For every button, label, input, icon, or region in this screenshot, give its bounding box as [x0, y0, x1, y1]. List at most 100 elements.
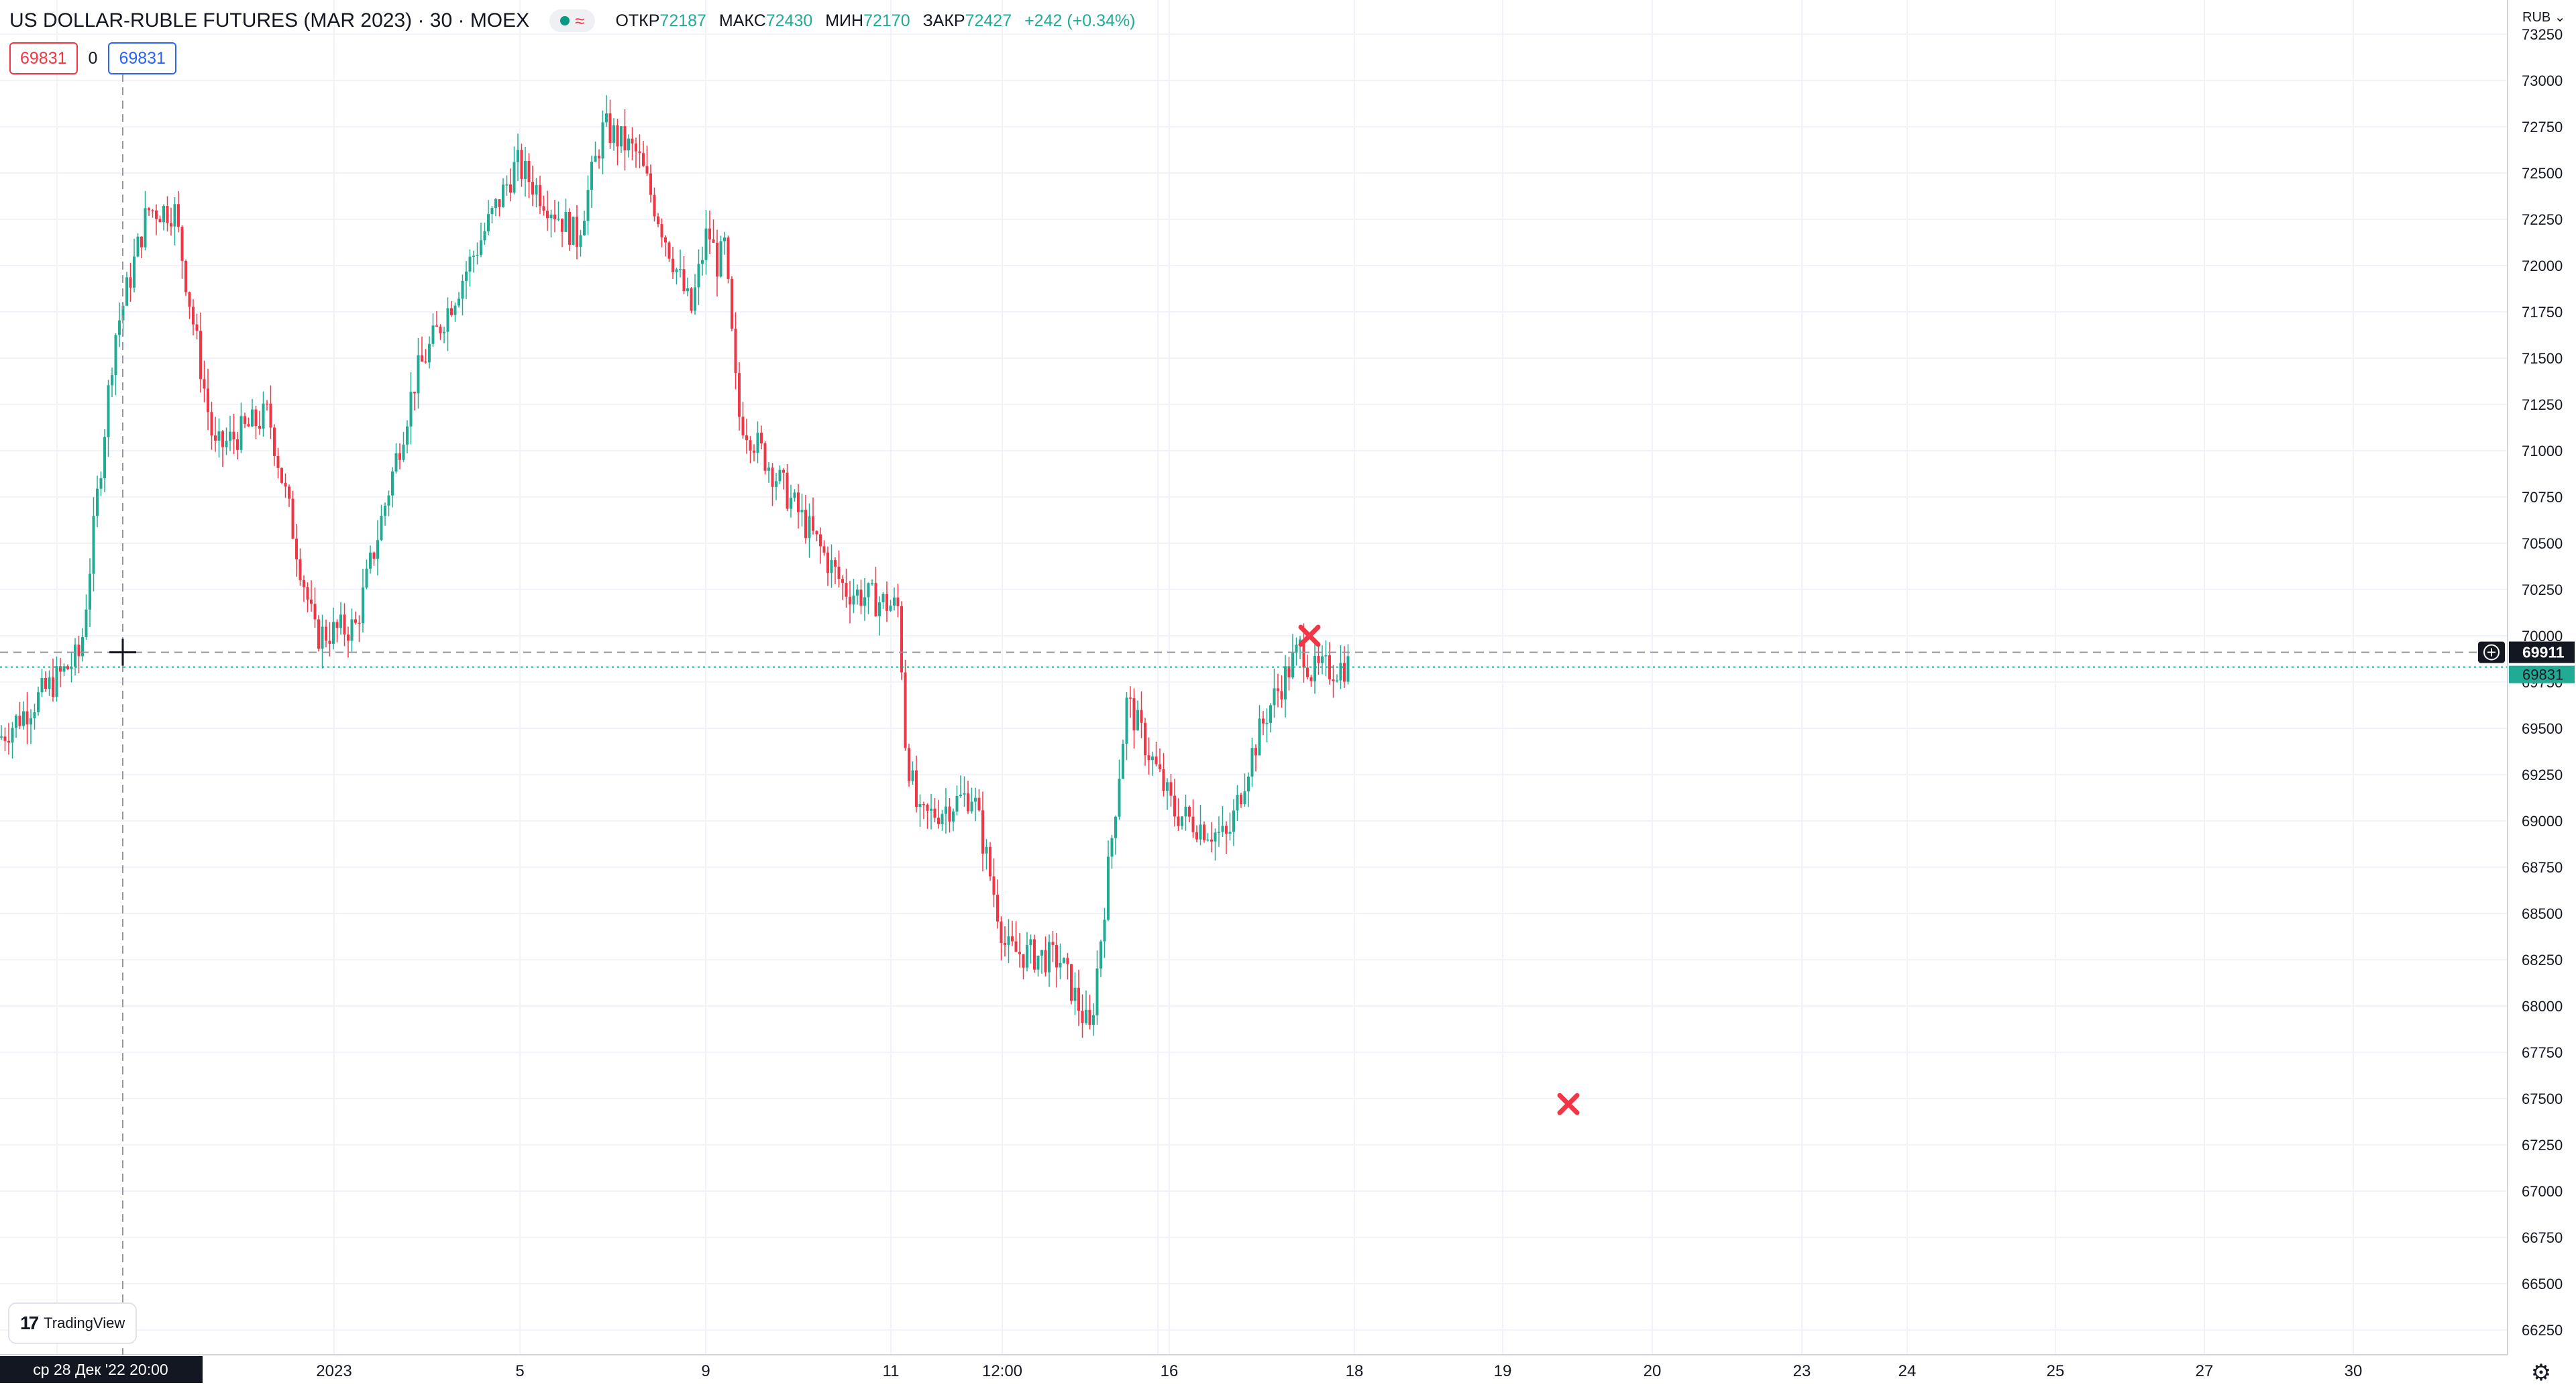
- low-label: МИН: [825, 11, 864, 30]
- candle-body: [384, 505, 386, 516]
- candle-body: [369, 552, 372, 569]
- candle-body: [996, 895, 999, 922]
- candle-body: [1317, 656, 1320, 663]
- candle-body: [1063, 958, 1065, 963]
- candle-body: [354, 619, 357, 623]
- candle-body: [118, 320, 121, 335]
- candle-body: [247, 424, 250, 427]
- sell-button[interactable]: 69831: [9, 42, 78, 74]
- candle-body: [59, 666, 62, 672]
- candle-body: [40, 677, 44, 693]
- candle-body: [1055, 944, 1058, 968]
- candle-body: [782, 469, 785, 473]
- candle-body: [546, 211, 549, 219]
- candle-body: [55, 666, 58, 697]
- candle-body: [1014, 941, 1018, 952]
- candle-body: [1332, 679, 1335, 681]
- candle-body: [1181, 816, 1183, 826]
- candle-body: [1343, 663, 1346, 682]
- candle-body: [77, 645, 80, 657]
- candle-body: [1199, 824, 1202, 840]
- candle-body: [1280, 691, 1283, 700]
- candle-body: [716, 242, 718, 277]
- candle-body: [450, 308, 453, 315]
- candle-body: [1147, 755, 1150, 761]
- candle-body: [1265, 722, 1269, 724]
- tradingview-logo[interactable]: 17 TradingView: [9, 1304, 136, 1343]
- candle-body: [1022, 954, 1025, 968]
- candle-body: [144, 208, 147, 247]
- candle-body: [335, 622, 339, 628]
- candle-body: [1247, 776, 1250, 792]
- candle-body: [524, 160, 527, 179]
- candle-body: [955, 796, 959, 812]
- candle-body: [1040, 950, 1043, 956]
- candle-body: [694, 287, 696, 311]
- candle-body: [1302, 639, 1305, 668]
- candle-body: [254, 409, 258, 427]
- price-tick-label: 72250: [2522, 211, 2563, 228]
- price-tick-label: 71000: [2522, 443, 2563, 459]
- tradingview-wordmark: TradingView: [44, 1315, 125, 1331]
- candle-body: [834, 560, 837, 567]
- symbol-title[interactable]: US DOLLAR-RUBLE FUTURES (MAR 2023) · 30 …: [9, 9, 530, 32]
- candle-body: [1262, 718, 1265, 724]
- candle-body: [612, 125, 615, 143]
- price-tick-label: 71500: [2522, 350, 2563, 367]
- candle-body: [849, 596, 851, 605]
- candle-body: [133, 256, 136, 288]
- candle-body: [1254, 748, 1257, 756]
- candle-body: [66, 666, 69, 669]
- candle-body: [704, 228, 708, 260]
- candle-body: [229, 431, 231, 441]
- candle-body: [472, 256, 475, 257]
- candle-body: [1240, 795, 1242, 805]
- price-tick-label: 69000: [2522, 813, 2563, 830]
- candle-body: [295, 539, 298, 560]
- candle-body: [1132, 698, 1136, 731]
- candle-body: [786, 472, 789, 509]
- market-status-pill[interactable]: ≈: [549, 9, 596, 32]
- price-tick-label: 72750: [2522, 119, 2563, 135]
- currency-label[interactable]: RUB ⌄: [2522, 10, 2566, 25]
- candle-body: [177, 204, 180, 227]
- candle-body: [402, 444, 405, 460]
- candle-body: [1269, 705, 1272, 723]
- candle-body: [114, 335, 117, 376]
- buy-button[interactable]: 69831: [108, 42, 176, 74]
- candle-body: [498, 199, 501, 207]
- price-tick-label: 67500: [2522, 1091, 2563, 1107]
- candle-body: [89, 573, 91, 610]
- candle-body: [945, 806, 947, 814]
- chart-markers[interactable]: [1298, 624, 1580, 1115]
- candle-body: [1313, 656, 1316, 681]
- time-tick-label: 18: [1346, 1362, 1364, 1380]
- candle-body: [155, 210, 158, 219]
- candle-body: [25, 711, 29, 725]
- candle-body: [217, 431, 221, 441]
- candle-body: [483, 231, 486, 241]
- candle-body: [1277, 688, 1279, 691]
- candle-body: [1051, 942, 1055, 945]
- candle-body: [1218, 832, 1220, 833]
- settings-gear-icon[interactable]: ⚙: [2531, 1360, 2551, 1386]
- candle-body: [1159, 764, 1161, 769]
- candle-body: [262, 403, 265, 429]
- candlestick-series: [0, 95, 1350, 1038]
- candle-body: [605, 113, 608, 123]
- candle-body: [915, 770, 918, 807]
- candle-body: [487, 214, 490, 231]
- candle-body: [317, 619, 320, 649]
- candle-body: [162, 206, 165, 223]
- candle-body: [627, 138, 630, 151]
- time-axis[interactable]: 2023 5 9 11 12:00 16 18 19 20 23 24 25 27 30 ⚙: [0, 1354, 2551, 1386]
- candle-body: [505, 184, 508, 186]
- candle-body: [251, 409, 254, 427]
- candle-body: [638, 151, 641, 154]
- candle-body: [631, 138, 634, 144]
- candle-body: [1284, 666, 1287, 700]
- price-axis[interactable]: 73250 73000 72750 72500 72250 72000 71750 71500…: [2478, 0, 2575, 1355]
- candle-body: [129, 277, 132, 288]
- candle-body: [753, 450, 755, 453]
